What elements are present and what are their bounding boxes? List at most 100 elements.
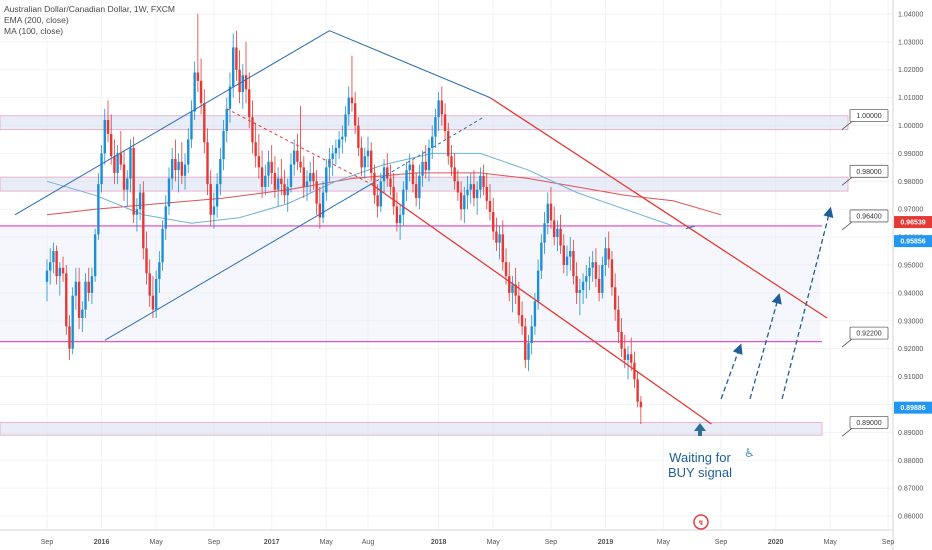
candle-body xyxy=(231,47,235,87)
candle-body xyxy=(296,150,299,162)
candle-body xyxy=(241,75,245,93)
candle-body xyxy=(264,175,267,187)
trendline xyxy=(14,30,330,216)
candle-body xyxy=(81,309,84,318)
indicator-ema: EMA (200, close) xyxy=(4,15,69,25)
candle-body xyxy=(122,164,126,190)
callout-label: 1.00000 xyxy=(856,113,881,120)
y-tick-label: 1.01000 xyxy=(898,95,923,102)
candle-body xyxy=(533,301,537,327)
y-tick-label: 0.91000 xyxy=(898,374,923,381)
candle-body xyxy=(469,184,472,190)
candle-body xyxy=(244,75,248,90)
y-tick-label: 0.89000 xyxy=(898,430,923,437)
candle-body xyxy=(613,287,617,310)
candle-body xyxy=(318,203,322,218)
candle-body xyxy=(414,184,418,199)
candle-body xyxy=(209,184,212,215)
svg-text:↯: ↯ xyxy=(698,519,704,527)
candle-body xyxy=(517,295,521,316)
x-tick-label: 2016 xyxy=(94,539,110,546)
candle-body xyxy=(565,256,569,265)
chart-title: Australian Dollar/Canadian Dollar, 1W, F… xyxy=(4,4,176,14)
trendline xyxy=(489,97,828,319)
y-tick-label: 0.87000 xyxy=(898,486,923,493)
y-tick-label: 0.88000 xyxy=(898,458,923,465)
candle-body xyxy=(84,281,87,310)
candle-body xyxy=(382,167,386,182)
candle-body xyxy=(482,175,485,187)
candle-body xyxy=(427,147,431,171)
candle-body xyxy=(459,192,463,210)
candle-body xyxy=(549,203,553,221)
candle-body xyxy=(119,153,123,165)
candle-body xyxy=(305,181,309,187)
candle-body xyxy=(344,114,347,137)
candle-body xyxy=(106,119,110,134)
candle-body xyxy=(588,267,591,277)
price-axis[interactable]: 1.04000 1.03000 1.02000 1.01000 1.00000 0.990… xyxy=(892,0,932,550)
candle-body xyxy=(633,362,636,380)
candle-body xyxy=(164,206,167,229)
candle-body xyxy=(148,273,151,296)
indicator-ma: MA (100, close) xyxy=(4,26,64,36)
candle-body xyxy=(575,276,578,293)
candle-body xyxy=(97,184,100,235)
candle-body xyxy=(267,161,270,176)
candle-body xyxy=(357,125,360,148)
x-tick-label: May xyxy=(150,539,164,546)
candle-body xyxy=(630,354,633,363)
chart-legend: Australian Dollar/Canadian Dollar, 1W, F… xyxy=(4,4,175,37)
candle-body xyxy=(546,203,549,224)
candle-body xyxy=(142,192,145,249)
candle-body xyxy=(161,228,164,263)
price-tag-bg xyxy=(894,216,932,229)
candle-body xyxy=(55,251,58,277)
candle-body xyxy=(604,248,607,265)
candle-body xyxy=(485,186,488,201)
price-tags: 0.96539 0.95856 0.89886 xyxy=(894,216,932,414)
x-tick-label: Sep xyxy=(882,539,895,546)
x-tick-label: 2018 xyxy=(431,539,447,546)
candle-body xyxy=(607,248,610,260)
candle-body xyxy=(292,150,296,165)
candle-body xyxy=(190,111,193,140)
candle-body xyxy=(424,161,427,171)
candle-body xyxy=(578,290,582,293)
candle-body xyxy=(289,164,293,187)
candle-body xyxy=(270,161,273,173)
candle-body xyxy=(556,228,559,238)
candle-body xyxy=(498,234,501,243)
y-tick-label: 1.04000 xyxy=(898,11,923,18)
candle-body xyxy=(257,156,261,168)
candle-body xyxy=(135,209,139,215)
candle-body xyxy=(540,242,543,271)
candle-body xyxy=(479,175,482,190)
annotation-line1: Waiting for xyxy=(669,450,731,465)
candle-body xyxy=(524,326,527,360)
candle-body xyxy=(347,97,350,115)
candle-body xyxy=(495,231,498,243)
candle-body xyxy=(591,262,594,268)
candle-body xyxy=(93,234,97,277)
y-tick-label: 0.94000 xyxy=(898,290,923,297)
candle-body xyxy=(511,284,514,293)
candle-body xyxy=(328,159,331,168)
trendlines xyxy=(14,30,828,425)
projection-arrow xyxy=(720,343,743,400)
callout-box xyxy=(849,164,889,178)
candle-body xyxy=(206,142,209,185)
candle-body xyxy=(170,159,174,179)
candle-body xyxy=(196,72,200,81)
price-tag-label: 0.96539 xyxy=(900,220,925,227)
x-tick-label: 2020 xyxy=(768,539,784,546)
candle-body xyxy=(61,267,65,274)
time-axis[interactable]: Sep 2016 May Sep 2017 May Aug 2018 May Sep 2019 May… xyxy=(0,529,895,546)
candle-body xyxy=(376,195,379,207)
candle-body xyxy=(341,136,344,140)
projection-arrows xyxy=(720,206,834,400)
candle-body xyxy=(386,167,389,179)
candle-body xyxy=(353,103,357,126)
y-tick-label: 0.93000 xyxy=(898,318,923,325)
